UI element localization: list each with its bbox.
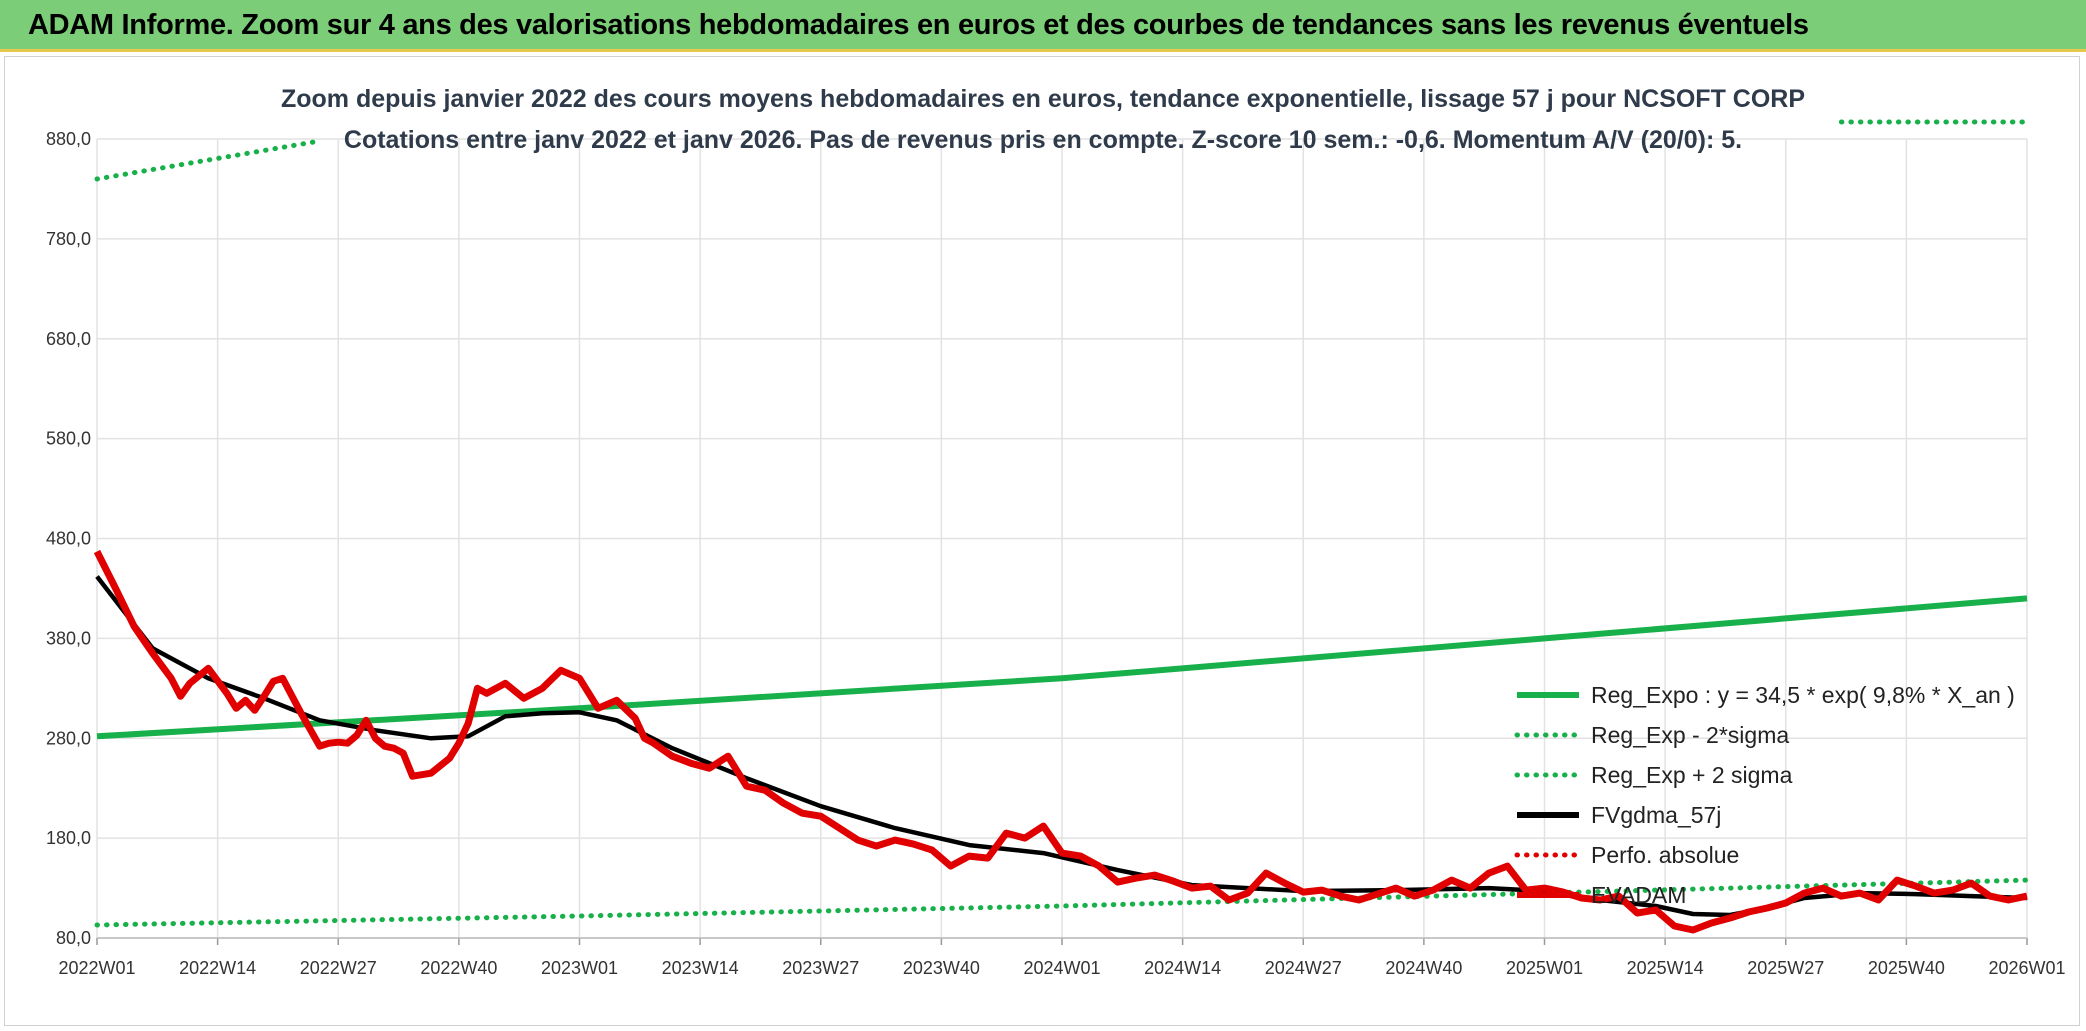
x-tick-label: 2023W01	[541, 958, 618, 978]
x-tick-label: 2023W14	[662, 958, 739, 978]
x-tick-label: 2024W40	[1385, 958, 1462, 978]
chart-title-line-1: Zoom depuis janvier 2022 des cours moyen…	[281, 85, 1805, 113]
legend-label: Perfo. absolue	[1591, 842, 1739, 868]
legend-item-evadam: EVADAM	[1517, 882, 1686, 908]
chart-axes: 880,0 780,0 680,0 580,0 480,0 380,0 280,0 180,0…	[46, 129, 2066, 978]
y-tick-label: 80,0	[56, 928, 91, 948]
series-reg-expo	[96, 595, 2028, 740]
legend-item-reg-exp-plus-2sigma: Reg_Exp + 2 sigma	[1514, 762, 1793, 788]
x-tick-label: 2025W01	[1506, 958, 1583, 978]
x-tick-label: 2024W27	[1265, 958, 1342, 978]
legend-label: Reg_Exp - 2*sigma	[1591, 722, 1789, 748]
chart-grid	[96, 138, 2028, 939]
legend-item-reg-exp-minus-2sigma: Reg_Exp - 2*sigma	[1514, 722, 1789, 748]
x-tick-label: 2024W14	[1144, 958, 1221, 978]
chart-series	[93, 119, 2030, 934]
line-chart: 880,0 780,0 680,0 580,0 480,0 380,0 280,0 180,0…	[46, 85, 2066, 978]
legend-label: Reg_Exp + 2 sigma	[1591, 762, 1793, 788]
chart-title-line-2: Cotations entre janv 2022 et janv 2026. …	[344, 126, 1742, 154]
x-tick-label: 2025W40	[1868, 958, 1945, 978]
y-tick-label: 580,0	[46, 429, 91, 449]
y-tick-label: 280,0	[46, 728, 91, 748]
legend-label: FVgdma_57j	[1591, 802, 1721, 828]
legend-item-reg-expo: Reg_Expo : y = 34,5 * exp( 9,8% * X_an )	[1517, 682, 2015, 708]
report-banner: ADAM Informe. Zoom sur 4 ans des valoris…	[0, 0, 2086, 52]
chart-legend: Reg_Expo : y = 34,5 * exp( 9,8% * X_an )…	[1514, 682, 2015, 908]
x-tick-label: 2025W14	[1627, 958, 1704, 978]
legend-item-perfo-absolue: Perfo. absolue	[1514, 842, 1739, 868]
x-tick-label: 2026W01	[1988, 958, 2065, 978]
x-tick-label: 2022W14	[179, 958, 256, 978]
legend-label: EVADAM	[1591, 882, 1686, 908]
legend-label: Reg_Expo : y = 34,5 * exp( 9,8% * X_an )	[1591, 682, 2015, 708]
y-tick-label: 780,0	[46, 229, 91, 249]
x-tick-label: 2022W01	[58, 958, 135, 978]
x-tick-label: 2024W01	[1023, 958, 1100, 978]
series-reg-exp-plus-2sigma	[94, 138, 323, 182]
y-tick-label: 480,0	[46, 529, 91, 549]
y-tick-label: 680,0	[46, 329, 91, 349]
y-tick-label: 380,0	[46, 628, 91, 648]
x-tick-label: 2022W27	[300, 958, 377, 978]
banner-title: ADAM Informe. Zoom sur 4 ans des valoris…	[28, 9, 1809, 41]
y-tick-label: 880,0	[46, 129, 91, 149]
x-tick-label: 2022W40	[420, 958, 497, 978]
series-reg-exp-minus-2sigma	[94, 877, 2030, 928]
x-tick-label: 2023W40	[903, 958, 980, 978]
series-evadam	[93, 549, 2028, 934]
y-tick-label: 180,0	[46, 828, 91, 848]
x-tick-label: 2025W27	[1747, 958, 1824, 978]
x-tick-label: 2023W27	[782, 958, 859, 978]
chart-frame: 880,0 780,0 680,0 580,0 480,0 380,0 280,0 180,0…	[4, 56, 2080, 1026]
legend-item-fvgdma-57j: FVgdma_57j	[1517, 802, 1721, 828]
